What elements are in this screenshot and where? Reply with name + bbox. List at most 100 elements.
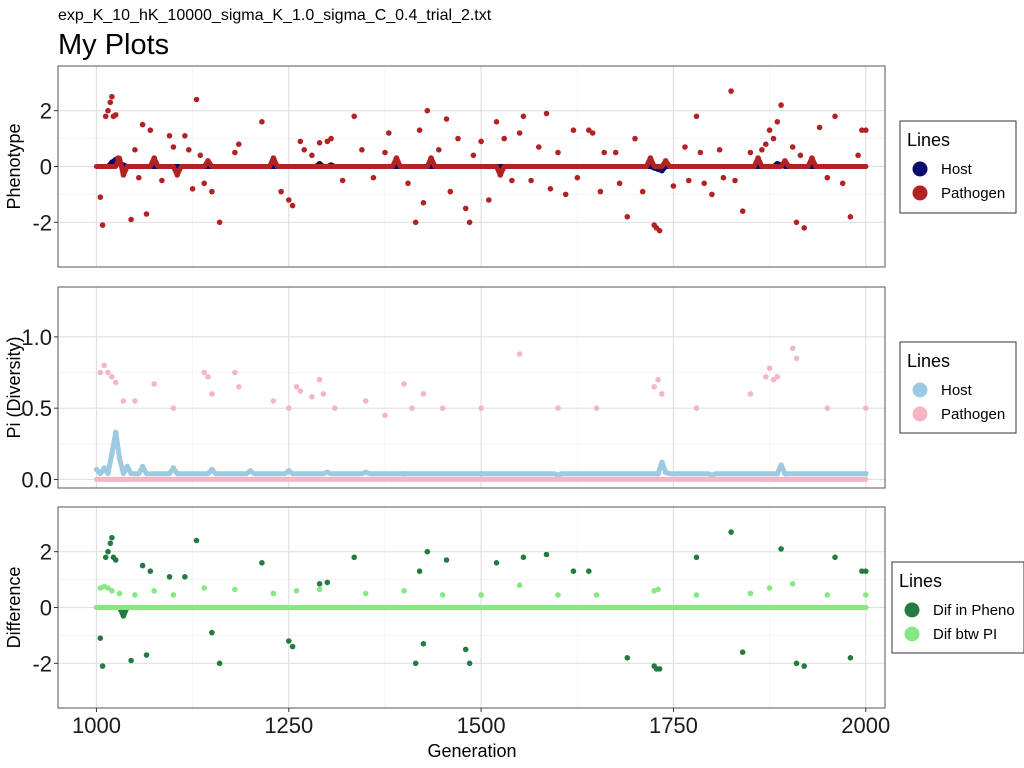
data-point [120,172,127,178]
data-point [143,211,150,217]
data-point [697,149,704,156]
legends: Lines Host Pathogen Lines Host Pathogen Lines D… [891,120,1024,654]
data-point [770,135,777,142]
data-point [651,384,657,390]
legend-swatch [904,602,920,618]
data-point [182,574,188,580]
data-point [656,227,663,234]
data-point [789,581,796,587]
data-point [107,540,114,547]
data-point [470,152,477,159]
data-point [132,592,138,598]
data-point [182,133,188,139]
data-point [739,649,746,655]
data-point [824,592,831,598]
data-point [320,391,327,397]
data-point [101,465,107,471]
data-point [201,180,207,187]
data-point [112,557,119,563]
legend-swatch [912,161,928,177]
legend-1: Lines Host Pathogen [899,120,1017,214]
data-point [351,113,358,120]
data-point [859,127,865,133]
data-point [747,391,754,397]
data-point [209,466,215,473]
data-point [166,133,173,139]
data-point [847,655,854,661]
data-point [501,135,508,142]
data-point [316,140,323,146]
data-point [693,113,700,120]
data-point [536,144,542,150]
data-point [115,155,121,161]
data-point [478,405,484,412]
data-point [382,149,388,156]
data-point [112,379,119,386]
data-point [728,88,734,94]
series-line [94,155,869,178]
data-point [797,152,804,159]
plot-subtitle: exp_K_10_hK_10000_sigma_K_1.0_sigma_C_0.… [58,7,492,24]
data-point [486,197,492,203]
data-point [132,147,138,153]
data-point [701,180,707,187]
data-point [586,127,592,133]
data-point [612,149,619,156]
data-point [109,451,115,457]
data-point [662,469,669,476]
legend-3: Lines Dif in Pheno Dif btw PI [891,561,1024,654]
data-point [332,405,338,412]
data-point [270,155,277,161]
data-point [755,155,761,161]
data-point [270,398,277,404]
data-point [789,345,796,352]
data-point [147,127,154,133]
data-point [293,384,300,390]
data-point [778,462,784,469]
data-point [493,560,500,566]
data-point [159,177,165,184]
data-point [289,202,296,209]
legend-label: Host [941,382,973,399]
data-point [112,112,119,118]
data-point [170,144,177,150]
data-point [420,200,427,206]
data-point [601,149,607,156]
data-point [151,588,157,594]
data-point [555,592,561,598]
data-point [351,554,358,561]
x-tick-label: 1000 [72,713,121,738]
data-point [143,652,150,658]
data-point [286,405,292,412]
data-point [863,127,869,133]
data-point [97,635,104,641]
data-point [763,141,769,147]
data-point [574,174,581,181]
plot-title: My Plots [58,29,169,61]
panel-1: -2 0 2 Phenotype [4,65,886,268]
data-point [720,174,727,181]
series-pathogen [94,345,869,482]
data-point [747,149,754,156]
data-point [774,374,781,380]
data-point [409,405,415,412]
data-point [420,641,427,647]
data-point [516,130,523,136]
data-point [759,147,765,153]
data-point [509,177,515,184]
data-point [778,102,784,108]
data-point [424,107,431,114]
data-point [93,466,100,473]
y-tick-label: 0 [40,155,52,180]
data-point [278,188,284,195]
data-point [466,219,473,226]
data-point [247,468,254,474]
data-point [316,376,323,383]
data-point [782,470,788,477]
data-point [439,405,446,412]
data-point [316,586,323,593]
data-point [105,548,111,555]
data-point [593,405,600,412]
panels: -2 0 2 Phenotype 0.0 0.5 1.0Pi (Diversity) -2 0 2… [4,65,886,709]
data-point [147,568,154,574]
